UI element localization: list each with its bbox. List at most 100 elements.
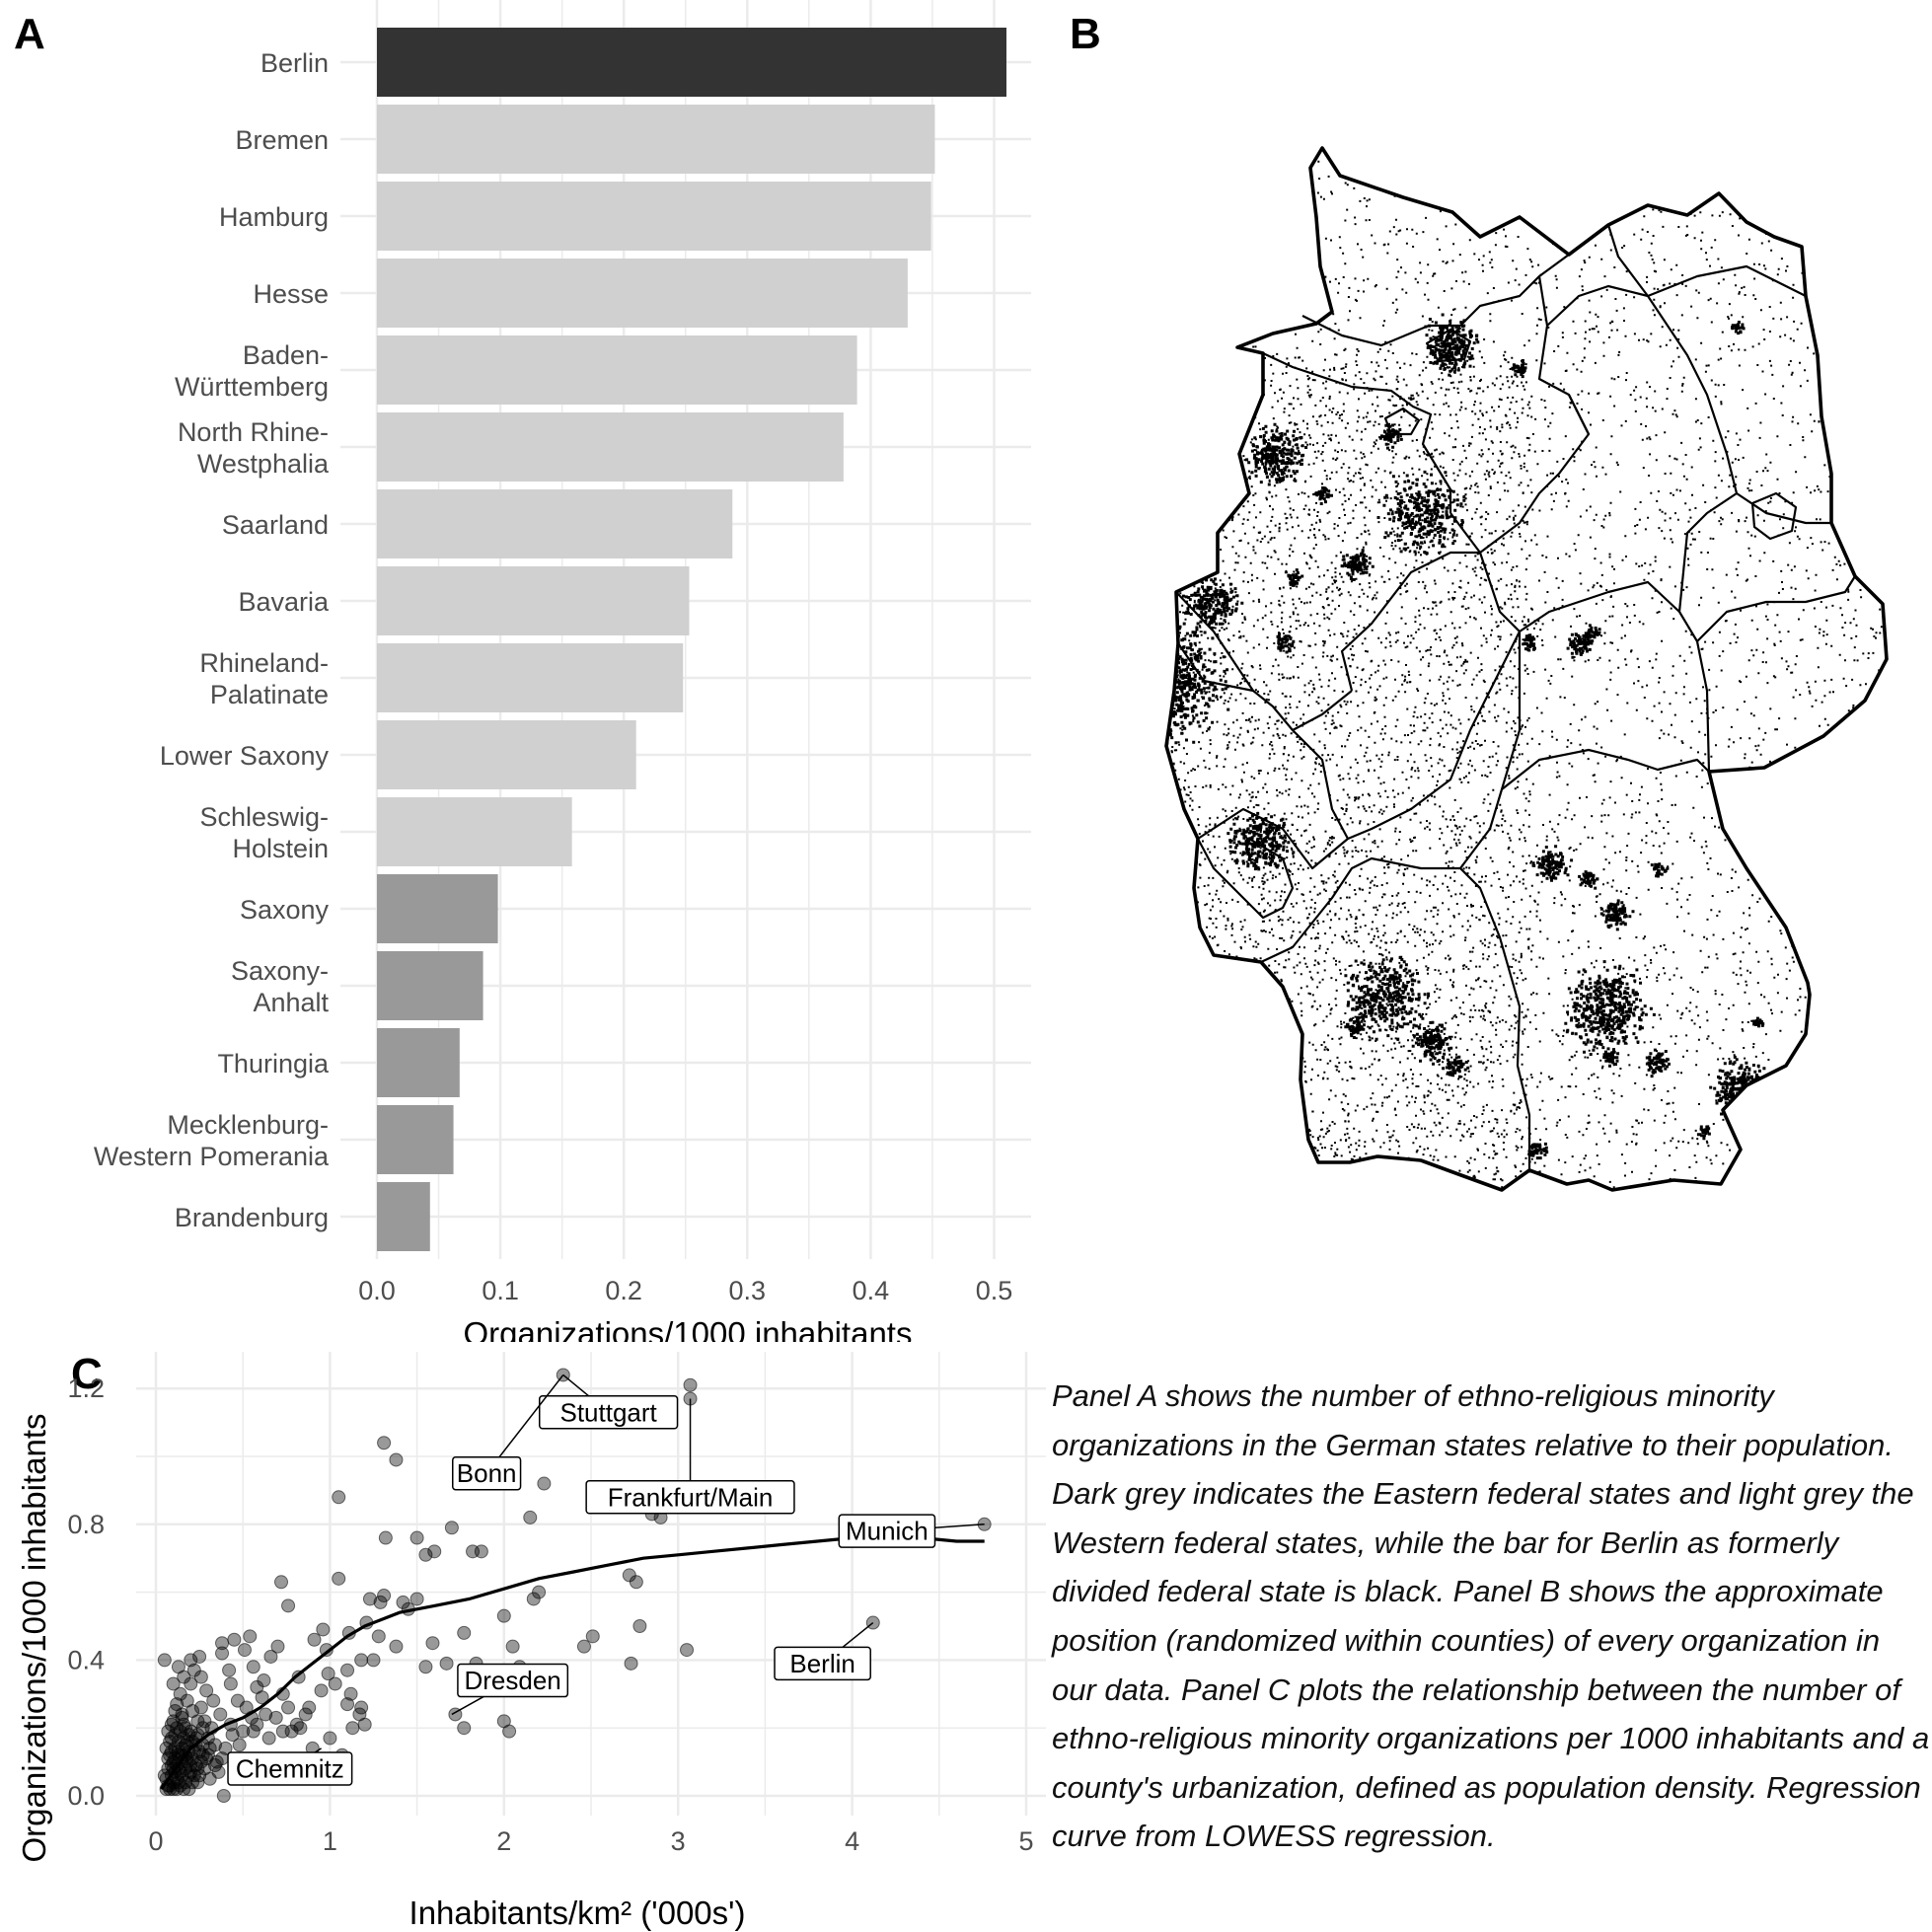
scatter-point: [632, 1619, 647, 1633]
scatter-point: [409, 1530, 424, 1545]
scatter-point: [373, 1595, 388, 1609]
bar: [377, 1182, 430, 1251]
border-rhineland-palatinate: [1177, 642, 1350, 870]
scatter-point: [281, 1700, 296, 1715]
scatter-point: [168, 1704, 183, 1718]
bar: [377, 566, 690, 635]
label-text: Berlin: [789, 1649, 855, 1678]
bar: [377, 335, 857, 405]
scatter-x-tick-label: 2: [496, 1826, 511, 1856]
scatter-point: [371, 1629, 386, 1644]
scatter-point: [328, 1676, 342, 1691]
scatter-chart-x-ticks: 0 1 2 3 4 5: [148, 1826, 1033, 1856]
bar-chart-x-tick-label: 0.1: [482, 1276, 519, 1305]
bremen-outline: [1383, 407, 1421, 436]
bar: [377, 105, 935, 174]
scatter-point: [378, 1530, 393, 1545]
scatter-point: [225, 1728, 240, 1743]
scatter-point: [439, 1656, 454, 1671]
scatter-point: [314, 1683, 329, 1698]
label-box: [774, 1646, 871, 1681]
scatter-point: [270, 1639, 285, 1654]
bar-chart-category-label: Mecklenburg-Western Pomerania: [94, 1110, 330, 1171]
scatter-point: [680, 1643, 695, 1658]
scatter-y-tick-label: 1.2: [67, 1374, 105, 1403]
scatter-chart-y-ticks: 0.0 0.4 0.8 1.2: [67, 1374, 105, 1811]
scatter-point: [186, 1663, 201, 1677]
border-thuringia: [1500, 394, 1711, 790]
scatter-point: [202, 1741, 217, 1755]
hamburg-outline: [1425, 328, 1472, 363]
scatter-point: [237, 1643, 252, 1658]
label-text: Frankfurt/Main: [608, 1482, 774, 1512]
country-outline: [1164, 146, 1889, 1192]
scatter-point: [362, 1592, 377, 1606]
scatter-point: [215, 1646, 230, 1661]
bar-chart-category-label: Saxony-Anhalt: [231, 956, 330, 1017]
scatter-point: [216, 1789, 231, 1803]
scatter-point: [466, 1544, 481, 1559]
scatter-chart-labels: Stuttgart Bonn Frankfurt/Main Munich Berlin D…: [227, 1374, 985, 1786]
scatter-point: [357, 1717, 372, 1732]
bar-chart-category-label: Hamburg: [219, 202, 329, 232]
scatter-point: [427, 1544, 442, 1559]
label-text: Chemnitz: [236, 1753, 344, 1783]
scatter-point: [457, 1625, 472, 1640]
scatter-point: [307, 1632, 322, 1647]
scatter-point: [523, 1510, 538, 1524]
bar: [377, 412, 844, 482]
scatter-point: [223, 1676, 238, 1691]
scatter-x-tick-label: 0: [148, 1826, 163, 1856]
scatter-point: [505, 1639, 520, 1654]
germany-dot-map: [1164, 146, 1889, 1192]
scatter-point: [418, 1660, 433, 1674]
scatter-point: [629, 1575, 643, 1590]
berlin-outline: [1750, 491, 1798, 541]
scatter-label: Bonn: [452, 1374, 564, 1491]
scatter-chart: Stuttgart Bonn Frankfurt/Main Munich Berlin D…: [16, 1352, 1046, 1931]
scatter-point: [526, 1592, 541, 1606]
scatter-chart-y-axis-title: Organizations/1000 inhabitants: [16, 1414, 52, 1863]
bar: [377, 874, 498, 943]
scatter-point: [184, 1653, 198, 1668]
panel-a-letter: A: [14, 10, 45, 58]
scatter-point: [263, 1649, 278, 1664]
scatter-label: Munich: [838, 1514, 985, 1548]
organization-dots: [1166, 148, 1887, 1190]
bar-chart-category-label: Saxony: [240, 895, 330, 925]
bar: [377, 259, 908, 328]
scatter-point: [255, 1690, 269, 1705]
scatter-point: [213, 1707, 228, 1722]
bar: [377, 1105, 454, 1174]
scatter-point: [457, 1721, 472, 1736]
bar-chart-category-label: Baden-Württemberg: [175, 340, 329, 402]
scatter-point: [215, 1636, 230, 1651]
panel-b-letter: B: [1070, 10, 1101, 58]
bar: [377, 28, 1006, 97]
scatter-point: [291, 1670, 306, 1684]
bar-chart-category-label: Bavaria: [238, 587, 330, 617]
bar-chart-x-tick-label: 0.4: [853, 1276, 890, 1305]
bar-chart-category-label: Lower Saxony: [160, 741, 330, 771]
scatter-point: [243, 1629, 258, 1644]
bar: [377, 720, 636, 789]
bar-chart-bars: [377, 28, 1006, 1251]
bar-chart-category-labels: Berlin Bremen Hamburg Hesse Baden-Württember…: [94, 48, 330, 1232]
border-saarland: [1197, 838, 1295, 920]
bar-chart-category-label: Berlin: [260, 48, 329, 78]
scatter-point: [319, 1643, 334, 1658]
label-box: [538, 1395, 679, 1430]
scatter-point: [293, 1721, 308, 1736]
bar-chart-x-tick-label: 0.2: [605, 1276, 642, 1305]
scatter-point: [261, 1731, 276, 1746]
scatter-point: [218, 1741, 233, 1755]
scatter-point: [166, 1676, 181, 1691]
bar-chart-x-tick-label: 0.0: [358, 1276, 396, 1305]
scatter-point: [340, 1697, 355, 1712]
bar: [377, 797, 572, 866]
scatter-point: [206, 1693, 221, 1708]
lowess-curve: [159, 1536, 985, 1791]
scatter-point: [193, 1700, 208, 1715]
scatter-point: [377, 1589, 392, 1603]
scatter-point: [377, 1436, 392, 1450]
